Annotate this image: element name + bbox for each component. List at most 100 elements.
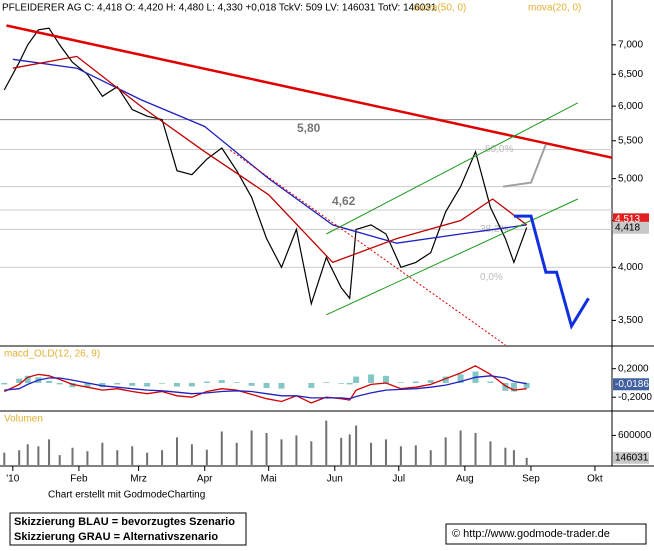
- volume-bar: [220, 431, 223, 465]
- credit: Chart erstellt mit GodmodeCharting: [48, 490, 205, 501]
- volume-bar: [489, 441, 492, 465]
- y-tick-label: 4,000: [618, 262, 643, 273]
- histogram-bar: [346, 382, 353, 385]
- volume-bar: [280, 439, 283, 465]
- x-tick-label: Apr: [197, 474, 213, 485]
- volume-bar: [116, 450, 119, 465]
- volume-bar: [101, 442, 104, 465]
- scenario-legend: Skizzierung GRAU = Alternativszenario: [14, 531, 218, 543]
- series-line: [4, 375, 527, 400]
- volume-bar: [429, 450, 432, 465]
- histogram-bar: [46, 380, 53, 383]
- x-tick-label: Aug: [456, 474, 474, 485]
- histogram-bar: [442, 376, 449, 383]
- panel-title: Volumen: [4, 414, 43, 425]
- trend-line: [230, 149, 506, 346]
- histogram-bar: [114, 382, 121, 385]
- chart-title: PFLEIDERER AG C: 4,418 O: 4,420 H: 4,480…: [2, 3, 437, 14]
- histogram-bar: [323, 382, 330, 383]
- histogram-bar: [1, 382, 8, 385]
- histogram-bar: [263, 382, 270, 388]
- volume-bar: [48, 439, 51, 465]
- volume-bar: [205, 449, 208, 465]
- url-box: [445, 523, 647, 545]
- level-label: 0,0%: [480, 272, 503, 283]
- series-line: [12, 58, 527, 244]
- volume-bar: [310, 441, 313, 465]
- volume-bar: [370, 442, 373, 465]
- volume-bar: [26, 444, 29, 465]
- trend-line: [503, 144, 547, 188]
- price-tag-label: 4,513: [615, 214, 640, 225]
- histogram-bar: [338, 382, 345, 384]
- histogram-bar: [218, 380, 225, 383]
- volume-bar: [325, 420, 328, 465]
- histogram-bar: [173, 382, 180, 387]
- histogram-bar: [457, 374, 464, 383]
- histogram-bar: [427, 380, 434, 383]
- volume-bar: [86, 451, 89, 465]
- x-tick-label: Sep: [522, 474, 540, 485]
- level-label: 5,80: [297, 121, 321, 135]
- histogram-bar: [397, 382, 404, 383]
- url: © http://www.godmode-trader.de: [452, 528, 610, 540]
- volume-bar: [399, 446, 402, 465]
- volume-bar: [3, 452, 6, 465]
- price-tag-label: 146031: [615, 452, 649, 463]
- histogram-bar: [353, 376, 360, 383]
- price-tag-label: 4,418: [615, 222, 640, 233]
- legend-box: [9, 512, 247, 546]
- histogram-bar: [144, 382, 151, 387]
- x-tick-label: Mai: [261, 474, 277, 485]
- volume-bar: [250, 430, 253, 465]
- histogram-bar: [248, 382, 255, 386]
- histogram-bar: [487, 381, 494, 383]
- histogram-bar: [233, 382, 240, 383]
- volume-bar: [131, 446, 134, 465]
- histogram-bar: [84, 382, 91, 388]
- series-line: [3, 27, 528, 307]
- y-tick-label: 7,000: [618, 39, 643, 50]
- volume-bar: [18, 450, 21, 465]
- volume-bar: [37, 446, 40, 465]
- histogram-bar: [24, 375, 31, 383]
- histogram-bar: [510, 382, 517, 392]
- y-tick-label: 600000: [618, 430, 652, 441]
- level-label: 60,0%: [485, 144, 513, 155]
- histogram-bar: [188, 382, 195, 387]
- histogram-bar: [99, 382, 106, 388]
- volume-bar: [146, 452, 149, 465]
- volume-bar: [58, 455, 61, 465]
- histogram-bar: [278, 382, 285, 389]
- x-tick-label: '10: [6, 474, 19, 485]
- trend-line: [513, 214, 590, 330]
- histogram-bar: [502, 382, 509, 391]
- price-tag: [613, 378, 649, 391]
- volume-bar: [235, 442, 238, 465]
- legend-entry: mova(20, 0): [528, 3, 581, 14]
- x-tick-label: Feb: [70, 474, 88, 485]
- histogram-bar: [56, 382, 63, 385]
- volume-bar: [444, 437, 447, 465]
- price-tag-label: -0,0186: [615, 379, 649, 390]
- y-tick-label: 5,500: [618, 135, 643, 146]
- x-tick-label: Jun: [327, 474, 343, 485]
- price-tag: [613, 451, 649, 464]
- volume-bar: [175, 437, 178, 465]
- y-tick-label: 6,500: [618, 69, 643, 80]
- y-tick-label: 6,000: [618, 101, 643, 112]
- histogram-bar: [308, 382, 315, 388]
- volume-bar: [265, 432, 268, 465]
- panel-title: macd_OLD(12, 26, 9): [4, 349, 100, 360]
- volume-bar: [414, 445, 417, 465]
- x-tick-label: Jul: [392, 474, 405, 485]
- y-tick-label: 3,500: [618, 315, 643, 326]
- histogram-bar: [368, 374, 375, 383]
- histogram-bar: [159, 382, 166, 384]
- histogram-bar: [382, 375, 389, 383]
- volume-bar: [525, 457, 528, 465]
- volume-bar: [459, 430, 462, 465]
- histogram-bar: [203, 381, 210, 383]
